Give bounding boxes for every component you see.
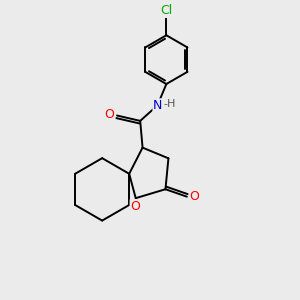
Text: O: O — [130, 200, 140, 213]
Text: Cl: Cl — [160, 4, 172, 17]
Text: O: O — [189, 190, 199, 203]
Text: O: O — [104, 107, 114, 121]
Text: N: N — [153, 99, 162, 112]
Text: -H: -H — [164, 99, 176, 109]
